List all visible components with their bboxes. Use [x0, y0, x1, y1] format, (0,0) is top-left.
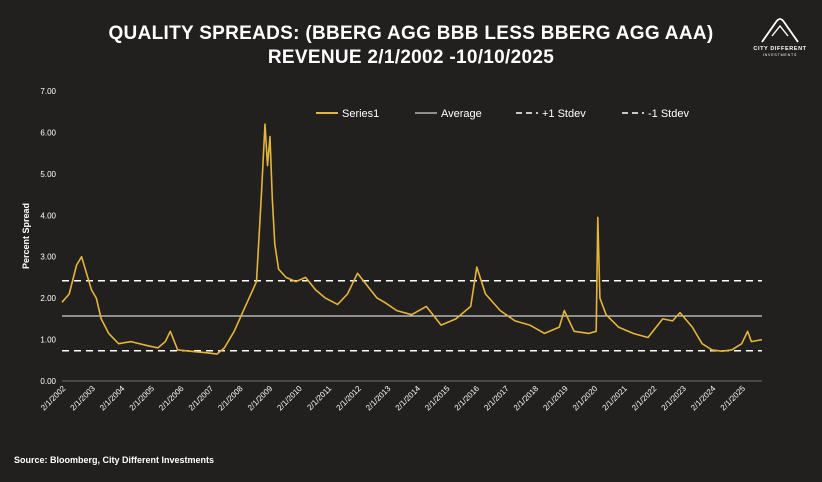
mountain-logo-icon — [761, 18, 799, 43]
y-tick-label: 6.00 — [40, 128, 56, 137]
x-tick-label: 2/1/2009 — [246, 384, 275, 413]
chart-title-line-2: REVENUE 2/1/2002 -10/10/2025 — [267, 47, 555, 68]
x-tick-label: 2/1/2004 — [98, 384, 127, 413]
x-tick-label: 2/1/2019 — [541, 384, 570, 413]
x-tick-label: 2/1/2023 — [660, 384, 689, 413]
x-tick-label: 2/1/2005 — [128, 384, 157, 413]
series-group — [61, 123, 763, 355]
y-tick-label: 5.00 — [40, 170, 56, 179]
chart-title: QUALITY SPREADS: (BBERG AGG BBB LESS BBE… — [0, 22, 822, 70]
legend-item: Series1 — [316, 108, 379, 120]
x-tick-label: 2/1/2024 — [689, 384, 718, 413]
legend-label: +1 Stdev — [542, 108, 586, 120]
x-tick-label: 2/1/2007 — [187, 384, 216, 413]
y-tick-label: 4.00 — [40, 211, 56, 220]
x-tick-label: 2/1/2011 — [305, 384, 333, 412]
legend: Series1 Average +1 Stdev -1 Stdev — [316, 108, 689, 120]
x-tick-label: 2/1/2020 — [571, 384, 600, 413]
legend-item: +1 Stdev — [516, 108, 586, 120]
x-tick-label: 2/1/2021 — [601, 384, 630, 413]
logo-name: CITY DIFFERENT — [753, 46, 807, 52]
x-tick-label: 2/1/2025 — [719, 384, 748, 413]
x-tick-label: 2/1/2008 — [216, 384, 245, 413]
x-tick-label: 2/1/2014 — [394, 384, 423, 413]
y-axis: 0.00 1.00 2.00 3.00 4.00 5.00 6.00 7.00 — [40, 87, 56, 386]
reference-lines — [62, 279, 762, 352]
y-tick-label: 7.00 — [40, 87, 56, 96]
x-tick-label: 2/1/2022 — [630, 384, 659, 413]
x-tick-label: 2/1/2017 — [482, 384, 511, 413]
x-axis: 2/1/2002 2/1/2003 2/1/2004 2/1/2005 2/1/2006… — [39, 380, 762, 413]
x-tick-label: 2/1/2018 — [512, 384, 541, 413]
x-tick-label: 2/1/2003 — [69, 384, 98, 413]
chart-title-line-1: QUALITY SPREADS: (BBERG AGG BBB LESS BBE… — [108, 23, 714, 44]
x-tick-label: 2/1/2012 — [334, 384, 363, 413]
source-note: Source: Bloomberg, City Different Invest… — [14, 455, 215, 465]
x-tick-label: 2/1/2013 — [364, 384, 393, 413]
legend-item: Average — [415, 108, 482, 120]
legend-item: -1 Stdev — [622, 108, 689, 120]
legend-label: Series1 — [342, 108, 379, 120]
y-tick-label: 2.00 — [40, 294, 56, 303]
logo-subtitle: INVESTMENTS — [762, 53, 798, 57]
company-logo: CITY DIFFERENT INVESTMENTS — [744, 12, 816, 62]
x-tick-label: 2/1/2002 — [39, 384, 68, 413]
y-axis-label: Percent Spread — [21, 203, 31, 269]
legend-label: Average — [441, 108, 482, 120]
y-tick-label: 0.00 — [40, 377, 56, 386]
series-line-series1 — [61, 123, 763, 355]
x-tick-label: 2/1/2006 — [157, 384, 186, 413]
y-tick-label: 3.00 — [40, 253, 56, 262]
legend-label: -1 Stdev — [648, 108, 689, 120]
x-tick-label: 2/1/2016 — [453, 384, 482, 413]
y-tick-label: 1.00 — [40, 336, 56, 345]
x-tick-label: 2/1/2010 — [275, 384, 304, 413]
x-tick-label: 2/1/2015 — [423, 384, 452, 413]
